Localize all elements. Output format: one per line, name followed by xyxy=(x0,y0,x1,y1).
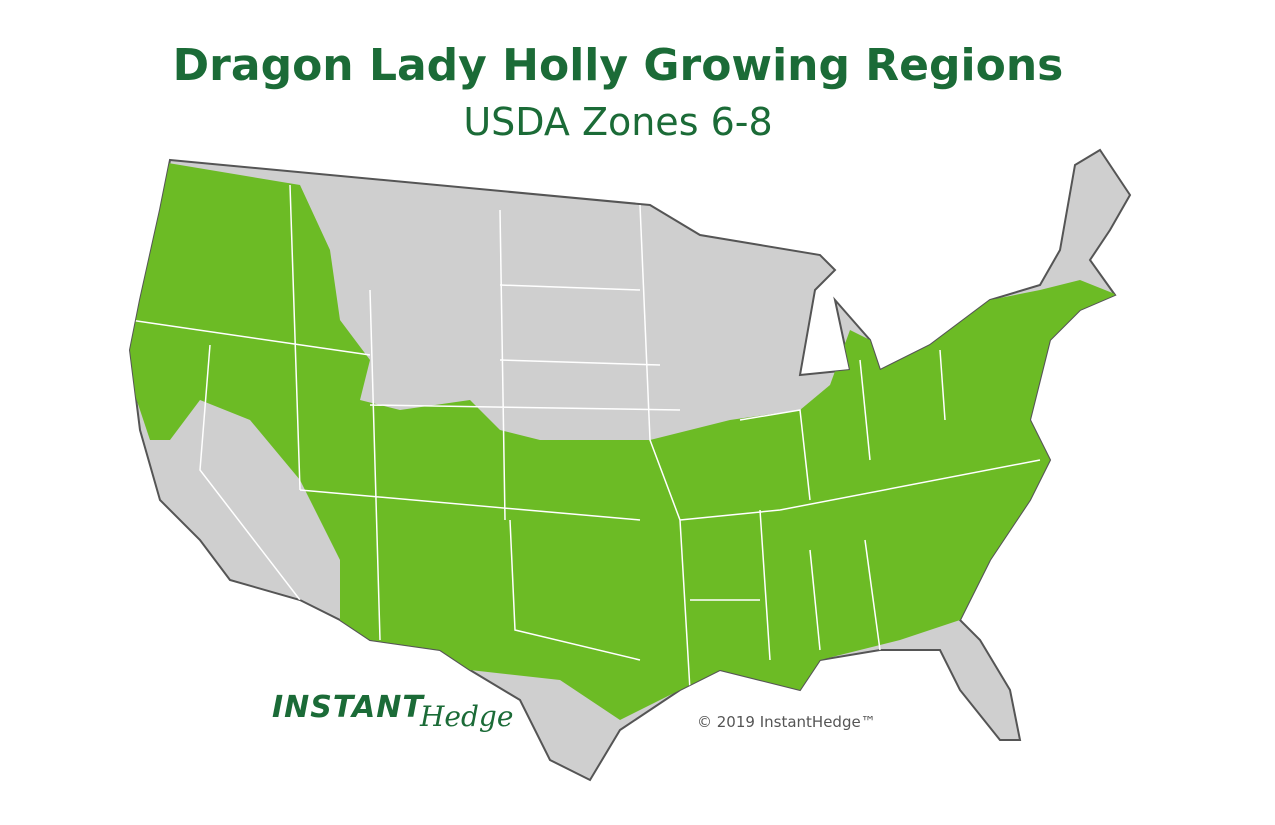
subtitle: USDA Zones 6-8 xyxy=(463,100,773,144)
growing-region xyxy=(130,160,1130,720)
state-lines xyxy=(130,184,1041,691)
title: Dragon Lady Holly Growing Regions xyxy=(172,40,1064,91)
copyright: © 2019 InstantHedge™ xyxy=(697,713,876,731)
logo-script: Hedge xyxy=(420,700,514,733)
logo-brand: INSTANT xyxy=(272,690,424,725)
